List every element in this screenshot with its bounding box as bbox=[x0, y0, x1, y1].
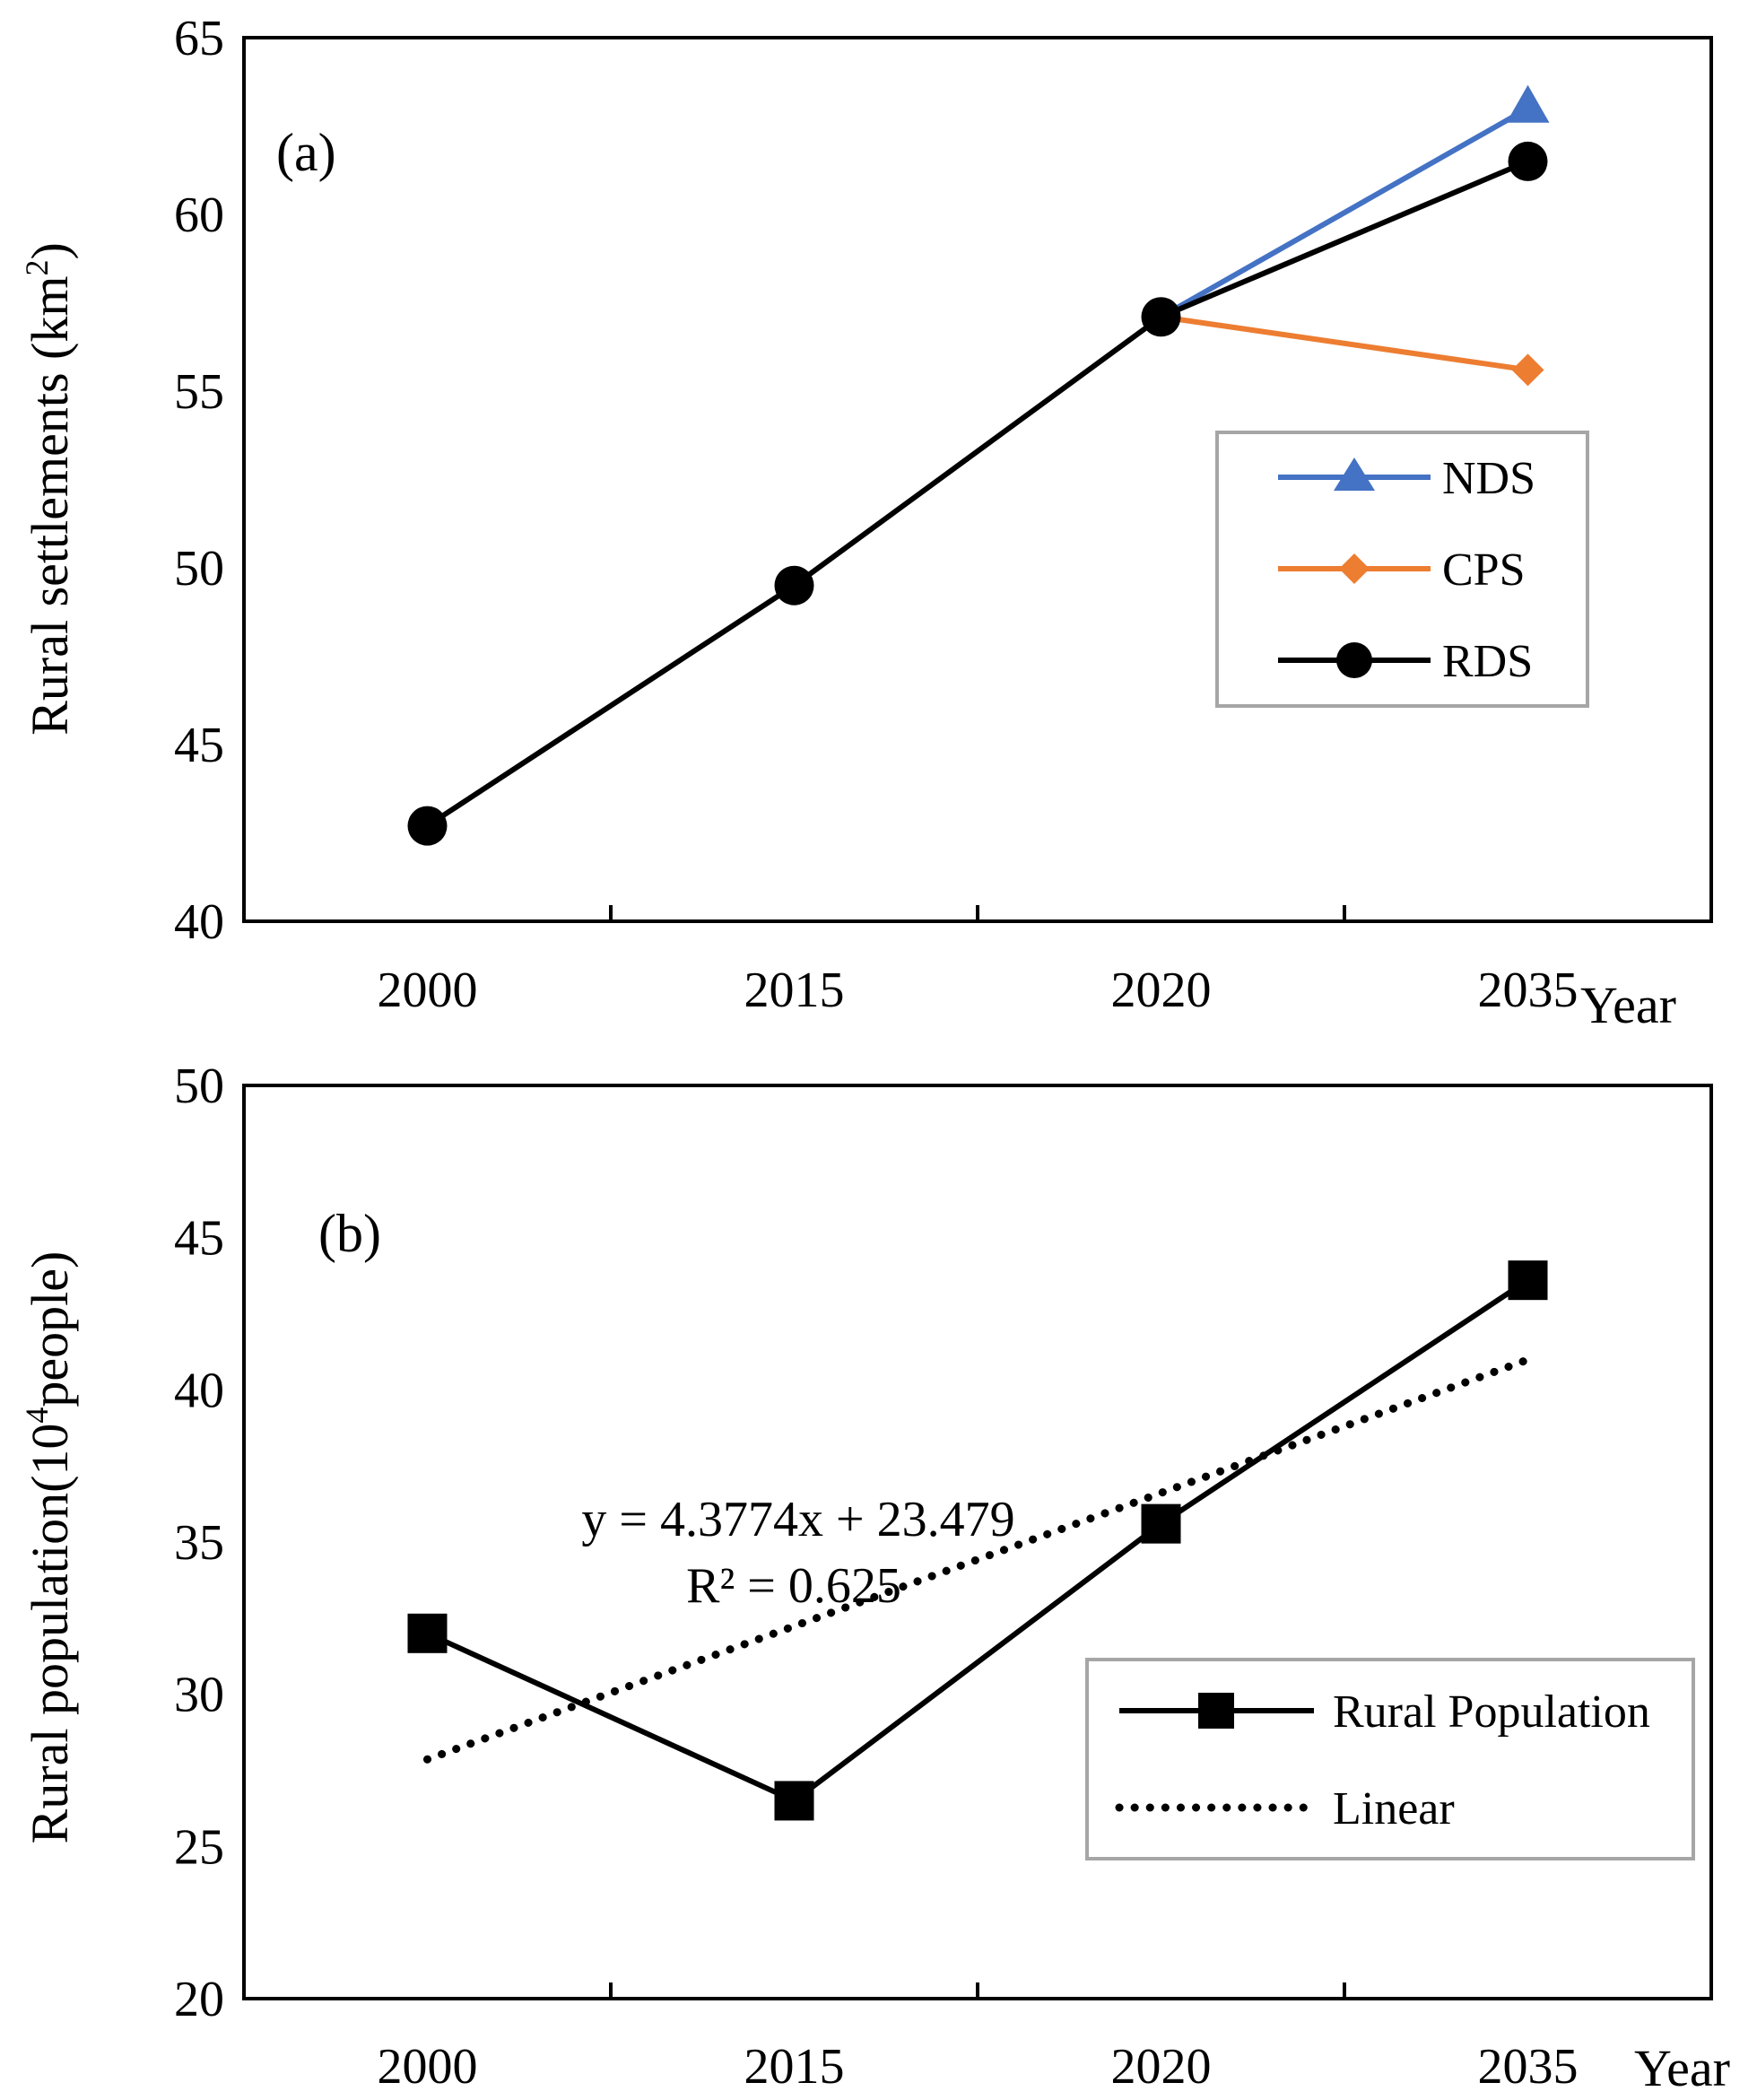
x-tick-label: 2000 bbox=[378, 963, 478, 1018]
y-tick-label: 65 bbox=[174, 11, 224, 66]
data-point bbox=[1506, 84, 1550, 123]
legend-label-linear: Linear bbox=[1333, 1783, 1455, 1834]
data-point bbox=[774, 565, 814, 606]
y-tick-label: 45 bbox=[174, 718, 224, 773]
series-rds bbox=[407, 141, 1548, 846]
legend-entry-rural-population: Rural Population bbox=[1119, 1686, 1650, 1738]
series-cps bbox=[1161, 314, 1544, 387]
series-line bbox=[1160, 106, 1529, 319]
x-tick-label: 2015 bbox=[744, 963, 845, 1018]
panel-a-y-tick-labels: 40 45 50 55 60 65 bbox=[174, 11, 224, 950]
data-point bbox=[1508, 1260, 1548, 1301]
panel-b-y-tick-labels: 20 25 30 35 40 45 50 bbox=[174, 1059, 224, 2027]
panel-a: 40 45 50 55 60 65 2000 2015 2020 2035 (a) Rural … bbox=[19, 11, 1713, 1034]
y-tick-label: 35 bbox=[174, 1515, 224, 1571]
y-tick-label: 40 bbox=[174, 1363, 224, 1418]
panel-a-x-tick-marks bbox=[609, 905, 1346, 921]
panel-b-legend-box bbox=[1085, 1658, 1695, 1860]
panel-a-x-tick-labels: 2000 2015 2020 2035 bbox=[378, 963, 1579, 1018]
series-nds bbox=[1160, 84, 1550, 319]
x-tick-label: 2035 bbox=[1478, 963, 1579, 1018]
data-point bbox=[407, 1613, 448, 1653]
x-tick-label: 2020 bbox=[1111, 963, 1212, 1018]
legend-entry-nds: NDS bbox=[1278, 453, 1535, 504]
data-point bbox=[1511, 353, 1544, 387]
y-tick-label: 45 bbox=[174, 1211, 224, 1267]
y-tick-label: 60 bbox=[174, 187, 224, 243]
x-tick-label: 2035 bbox=[1478, 2039, 1579, 2095]
y-tick-label: 25 bbox=[174, 1819, 224, 1875]
panel-b-y-axis-title: Rural population(104people) bbox=[19, 1251, 79, 1844]
trendline-equation: y = 4.3774x + 23.479 bbox=[581, 1492, 1014, 1547]
series-linear bbox=[423, 1355, 1532, 1764]
data-point bbox=[1141, 1503, 1181, 1544]
legend-label-nds: NDS bbox=[1442, 453, 1535, 504]
data-point bbox=[1508, 141, 1548, 181]
panel-b-x-axis-title: Year bbox=[1634, 2039, 1730, 2097]
x-tick-label: 2020 bbox=[1111, 2039, 1212, 2095]
legend-label-cps: CPS bbox=[1442, 545, 1526, 596]
panel-b: 20 25 30 35 40 45 50 2000 2015 2020 2035 (b) Rura… bbox=[19, 1059, 1730, 2097]
y-tick-label: 55 bbox=[174, 364, 224, 420]
panel-b-series bbox=[407, 1260, 1548, 1821]
y-tick-label: 20 bbox=[174, 1972, 224, 2027]
legend-label-rds: RDS bbox=[1442, 636, 1533, 687]
data-point bbox=[407, 806, 448, 846]
series-rural-population bbox=[407, 1260, 1548, 1821]
legend-entry-cps: CPS bbox=[1278, 545, 1526, 596]
legend-entry-linear: Linear bbox=[1115, 1783, 1455, 1834]
panel-a-legend: NDS CPS RDS bbox=[1215, 431, 1589, 708]
x-tick-label: 2015 bbox=[744, 2039, 845, 2095]
series-line bbox=[1161, 314, 1528, 373]
panel-b-x-tick-marks bbox=[609, 1982, 1346, 1999]
series-line bbox=[426, 1277, 1530, 1804]
series-line bbox=[425, 159, 1529, 829]
data-point bbox=[1141, 297, 1181, 337]
legend-label-rural-population: Rural Population bbox=[1333, 1686, 1650, 1738]
y-tick-label: 30 bbox=[174, 1668, 224, 1723]
trendline bbox=[423, 1355, 1532, 1764]
y-tick-label: 50 bbox=[174, 1059, 224, 1114]
data-point bbox=[774, 1781, 814, 1821]
panel-b-label: (b) bbox=[318, 1204, 381, 1263]
panel-a-x-axis-title: Year bbox=[1580, 976, 1676, 1034]
trendline-r-squared: R² = 0.625 bbox=[686, 1558, 901, 1614]
panel-b-legend: Rural Population Linear bbox=[1085, 1658, 1695, 1860]
x-tick-label: 2000 bbox=[378, 2039, 478, 2095]
y-tick-label: 40 bbox=[174, 894, 224, 950]
y-tick-label: 50 bbox=[174, 541, 224, 597]
panel-a-series bbox=[407, 84, 1550, 846]
panel-a-y-axis-title: Rural settlements (km2) bbox=[19, 242, 79, 736]
legend-entry-rds: RDS bbox=[1278, 636, 1533, 687]
panel-a-label: (a) bbox=[276, 123, 336, 182]
panel-b-x-tick-labels: 2000 2015 2020 2035 bbox=[378, 2039, 1579, 2095]
